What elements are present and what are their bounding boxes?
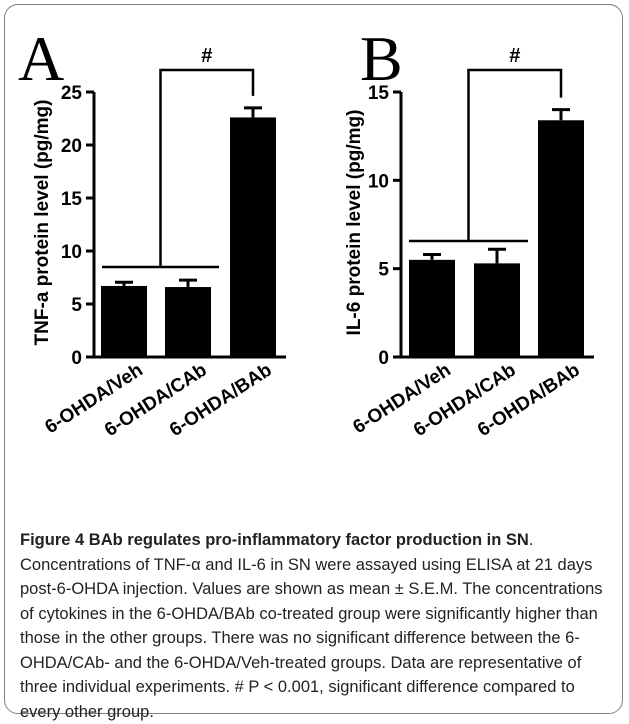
y-tick-label: 15	[368, 83, 390, 104]
y-axis-label: IL-6 protein level (pg/mg)	[344, 110, 365, 336]
significance-marker: #	[201, 45, 212, 67]
y-tick-label: 0	[378, 348, 389, 369]
caption-figure-label: Figure 4	[20, 531, 85, 549]
caption-title: BAb regulates pro-inflammatory factor pr…	[88, 531, 529, 549]
bar-6-ohda-bab	[538, 120, 584, 358]
figure-frame	[4, 4, 623, 714]
y-tick-label: 10	[61, 242, 82, 263]
y-tick-label: 15	[61, 189, 83, 210]
caption-text: . Concentrations of TNF-α and IL-6 in SN…	[20, 531, 603, 721]
bar-6-ohda-cab	[474, 263, 520, 357]
y-tick-label: 5	[378, 260, 389, 281]
bar-6-ohda-bab	[230, 117, 276, 357]
bar-6-ohda-cab	[165, 287, 211, 357]
figure-caption: Figure 4 BAb regulates pro-inflammatory …	[20, 528, 612, 724]
bar-6-ohda-veh	[409, 259, 455, 357]
panel-label: B	[360, 23, 403, 94]
significance-marker: #	[509, 45, 520, 67]
y-tick-label: 20	[61, 136, 82, 157]
bar-6-ohda-veh	[101, 285, 147, 357]
chart-panel-b: BIL-6 protein level (pg/mg)0510156-OHDA/…	[344, 23, 594, 441]
y-axis-label: TNF-a protein level (pg/mg)	[32, 100, 53, 346]
panel-label: A	[18, 23, 64, 94]
y-tick-label: 10	[368, 171, 389, 192]
y-tick-label: 5	[71, 295, 82, 316]
y-tick-label: 25	[61, 83, 83, 104]
significance-bracket	[467, 68, 563, 241]
y-tick-label: 0	[71, 348, 82, 369]
significance-bracket	[159, 68, 255, 267]
